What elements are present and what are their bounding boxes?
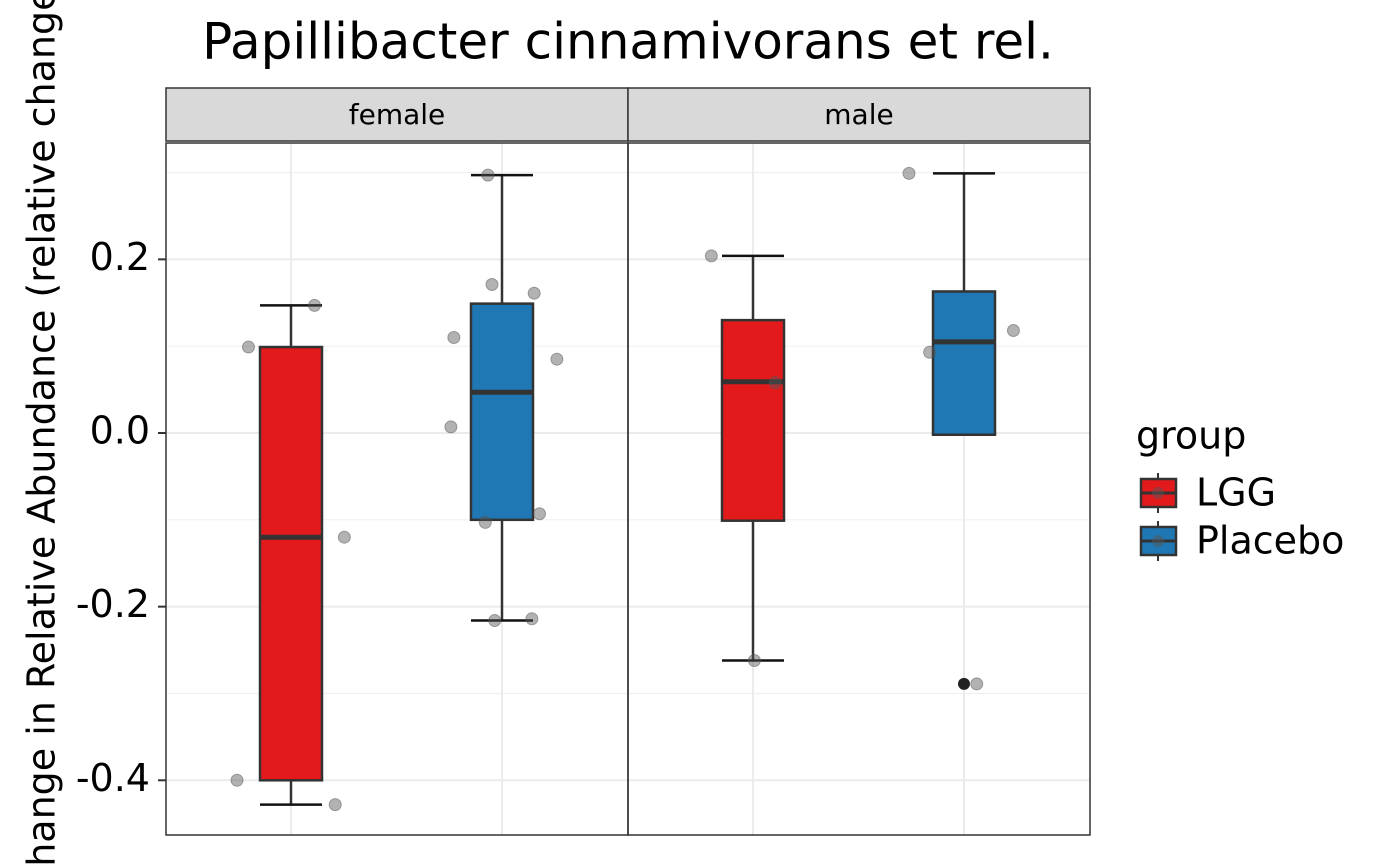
point [704,249,718,263]
legend-title: group [1136,414,1246,458]
point [550,352,564,366]
point [447,330,461,344]
point [902,166,916,180]
point [533,507,547,521]
point [481,168,495,182]
point [747,653,761,667]
y-tick-label: 0.2 [90,235,150,279]
strip [165,87,629,142]
box [720,318,786,522]
point [527,286,541,300]
legend-label: LGG [1196,471,1276,515]
y-axis-label: Change in Relative Abundance (relative c… [20,0,64,866]
point [970,677,984,691]
panel [628,143,1090,835]
strip-label: male [824,98,893,131]
point [241,340,255,354]
point [308,298,322,312]
box [931,290,997,436]
legend-key-point [1152,535,1164,547]
point [485,278,499,292]
strip [627,87,1091,142]
y-tick-label: -0.2 [76,582,150,626]
point [768,376,782,390]
point [525,612,539,626]
point [230,773,244,787]
panel-border [627,142,1091,836]
point [1006,324,1020,338]
legend-label: Placebo [1196,519,1344,563]
point [923,345,937,359]
outlier [958,677,970,690]
panel [166,143,628,835]
point [478,515,492,529]
y-tick-label: 0.0 [90,408,150,452]
point [337,530,351,544]
point [328,798,342,812]
box [469,302,535,522]
chart-title: Papillibacter cinnamivorans et rel. [202,13,1054,71]
legend-key-point [1152,487,1164,499]
y-tick-label: -0.4 [76,756,150,800]
box [258,345,324,782]
point [488,614,502,628]
point [444,420,458,434]
strip-label: female [349,98,446,131]
